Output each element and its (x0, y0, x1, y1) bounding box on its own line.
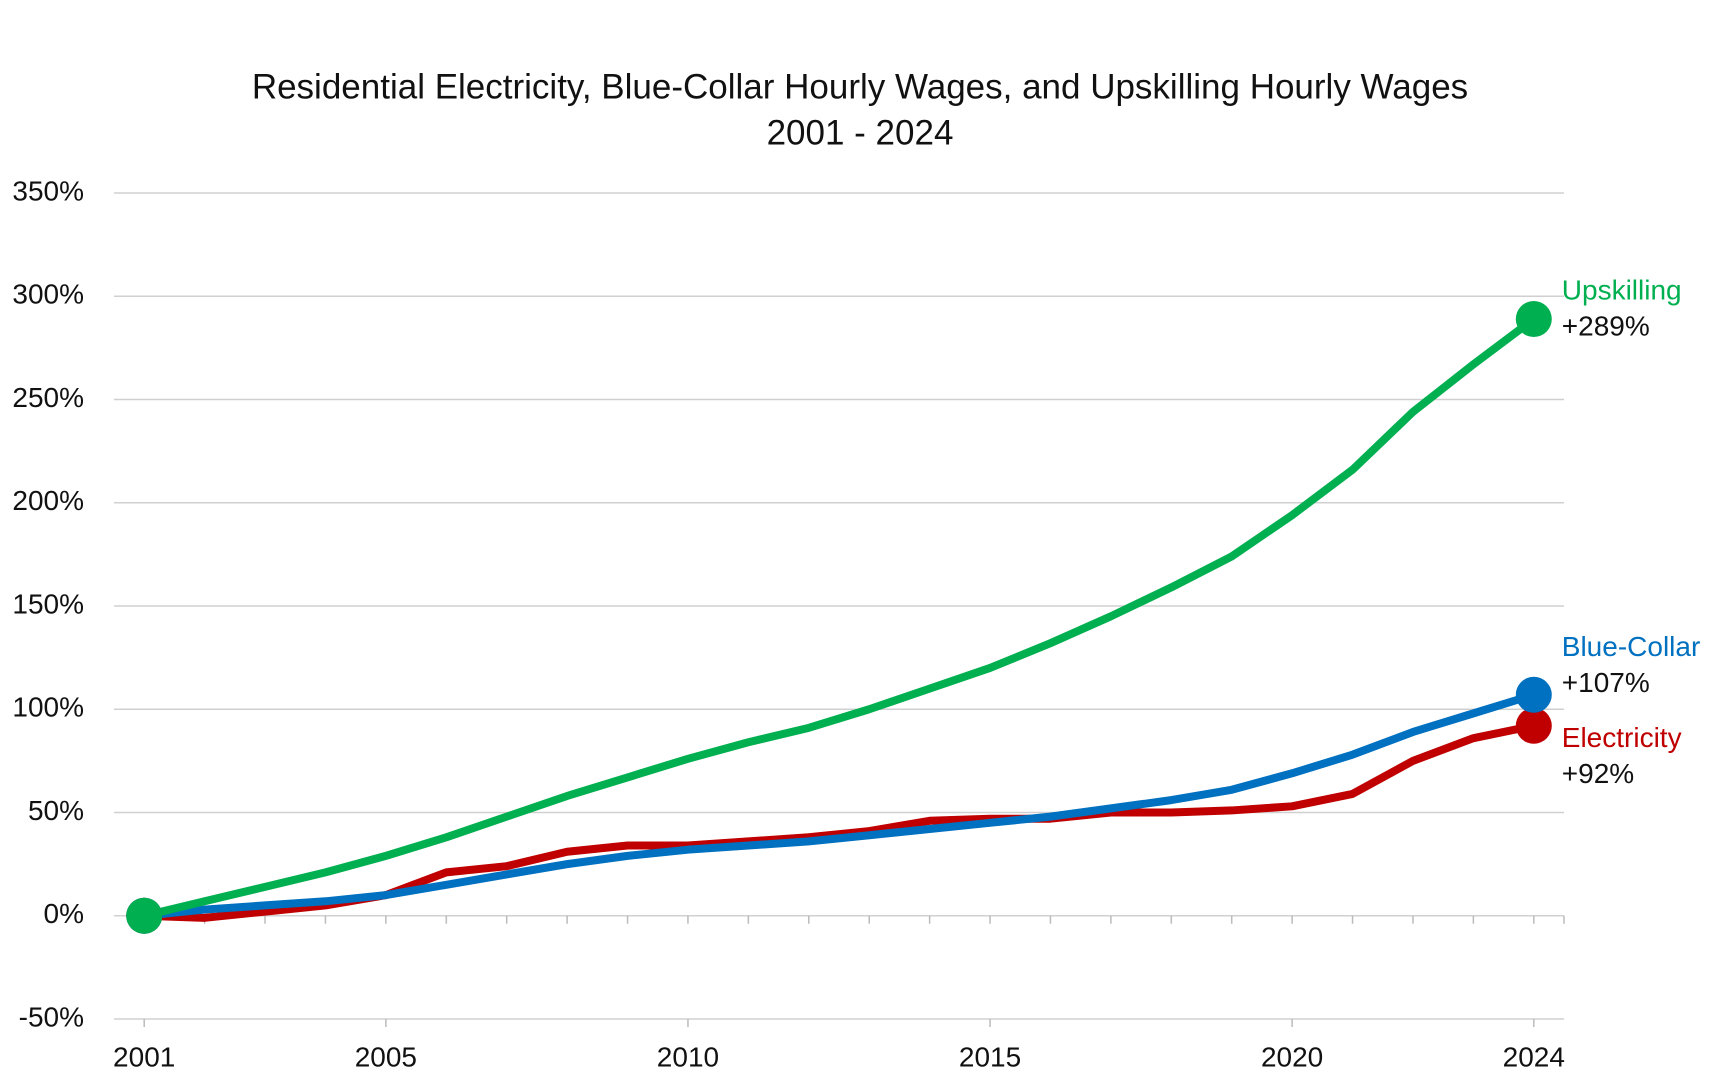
x-tick-label: 2010 (657, 1041, 719, 1072)
end-dot (1515, 707, 1552, 744)
series-line (140, 690, 1538, 920)
chart-subtitle: 2001 - 2024 (767, 113, 954, 152)
data-label: +107% (1562, 667, 1650, 698)
end-dot (1515, 676, 1552, 713)
series-line (140, 721, 1538, 922)
x-tick-label: 2024 (1503, 1041, 1565, 1072)
x-tick-label: 2020 (1261, 1041, 1323, 1072)
y-tick-label: 250% (12, 382, 84, 413)
end-dot (1515, 300, 1552, 337)
y-tick-label: 50% (28, 795, 84, 826)
y-tick-label: -50% (19, 1001, 84, 1032)
series-line (140, 314, 1538, 920)
y-tick-label: 150% (12, 588, 84, 619)
y-tick-label: 200% (12, 485, 84, 516)
x-tick-label: 2015 (959, 1041, 1021, 1072)
x-tick-label: 2001 (113, 1041, 175, 1072)
y-tick-label: 100% (12, 692, 84, 723)
data-label: +289% (1562, 310, 1650, 341)
series-label: Blue-Collar (1562, 631, 1701, 662)
y-tick-label: 0% (44, 898, 84, 929)
chart-title: Residential Electricity, Blue-Collar Hou… (252, 67, 1468, 106)
start-dot (126, 897, 163, 934)
y-tick-label: 350% (12, 175, 84, 206)
y-tick-label: 300% (12, 279, 84, 310)
x-tick-label: 2005 (355, 1041, 417, 1072)
data-label: +92% (1562, 758, 1634, 789)
series-label: Upskilling (1562, 274, 1682, 305)
series-label: Electricity (1562, 722, 1682, 753)
